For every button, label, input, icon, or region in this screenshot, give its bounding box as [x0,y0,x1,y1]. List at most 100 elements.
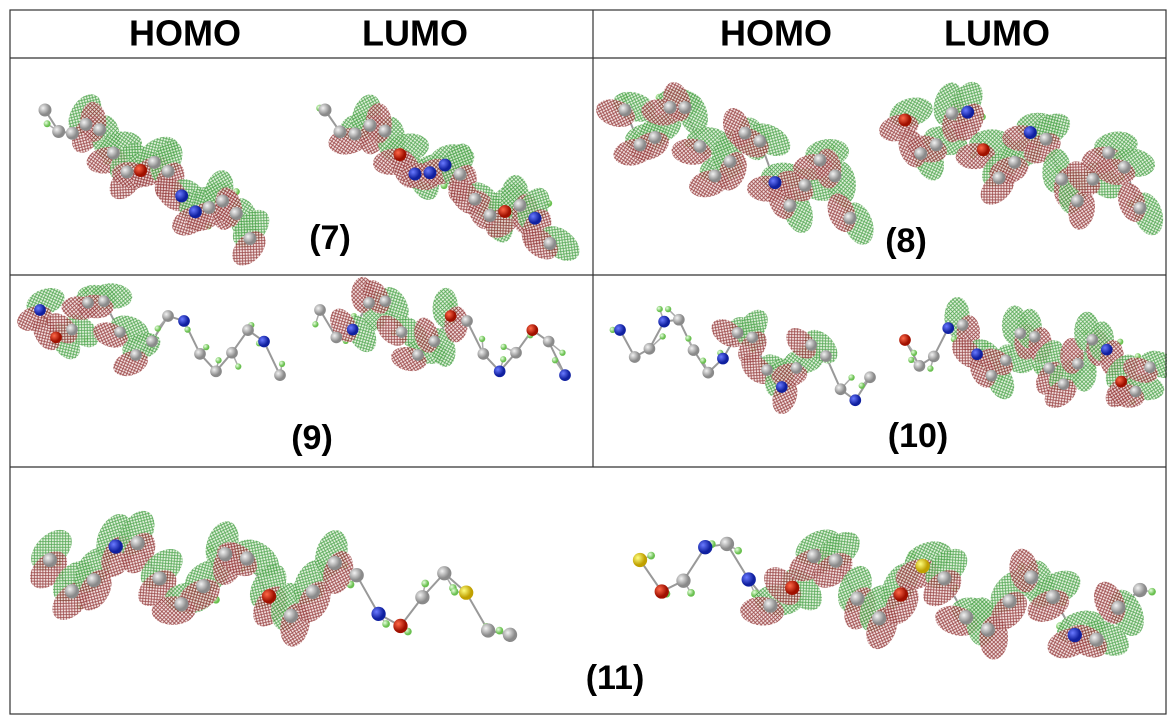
hydrogen [911,350,917,356]
atom [872,611,886,625]
hydrogen [700,358,706,364]
atom [80,118,93,131]
hydrogen [451,588,459,596]
atom [428,335,440,347]
atom [644,343,656,355]
atom [393,619,407,633]
hydrogen [155,325,161,331]
atom [664,101,677,114]
atom [1008,156,1021,169]
atom [1101,344,1113,356]
atom [284,609,298,623]
atom [937,571,951,585]
atom [529,212,542,225]
atom [130,349,142,361]
atom [484,209,497,222]
panel-label: (9) [291,419,333,457]
atom [174,597,188,611]
atom [959,610,973,624]
atom [328,556,342,570]
hydrogen [203,344,209,350]
atom [196,579,210,593]
atom [152,571,166,585]
atom [477,348,489,360]
atom [437,566,451,580]
atom [543,336,555,348]
atom [1024,570,1038,584]
atom [717,353,729,365]
atom [688,344,700,356]
atom [109,539,123,553]
atom [1040,133,1053,146]
hydrogen [479,336,485,342]
hydrogen [184,327,190,333]
atom [43,553,57,567]
atom [130,536,144,550]
atom [1144,361,1156,373]
atom [314,304,326,316]
atom [1072,358,1084,370]
atom [1000,354,1012,366]
atom [262,589,276,603]
atom [52,125,65,138]
atom [350,568,364,582]
atom [1089,632,1103,646]
atom [503,628,517,642]
atom [34,304,46,316]
hydrogen [421,580,429,588]
atom [349,127,362,140]
column-header: HOMO [720,13,832,54]
atom [785,581,799,595]
atom [849,394,861,406]
atom [1087,173,1100,186]
atom [459,586,473,600]
atom [1115,376,1127,388]
atom [162,165,175,178]
atom [226,347,238,359]
atom [634,138,647,151]
atom [961,106,974,119]
hydrogen [657,306,663,312]
atom [1046,590,1060,604]
atom [114,326,126,338]
atom [1087,334,1099,346]
atom [739,127,752,140]
atom [66,324,78,336]
atom [107,147,120,160]
atom [347,324,359,336]
atom [1133,583,1147,597]
panel-label: (8) [885,222,927,260]
atom [510,347,522,359]
atom [829,169,842,182]
atom [415,590,429,604]
atom [993,171,1006,184]
hydrogen [44,120,51,127]
atom [396,326,408,338]
atom [394,148,407,161]
atom [424,166,437,179]
atom [629,351,641,363]
atom [915,559,929,573]
atom [732,327,744,339]
atom [614,324,626,336]
atom [1002,594,1016,608]
atom [412,349,424,361]
atom [499,205,512,218]
atom [709,169,722,182]
atom [694,140,707,153]
atom [178,315,190,327]
hydrogen [734,547,742,555]
atom [364,119,377,132]
atom [844,212,857,225]
molecule-drawings [14,76,1167,664]
atom [240,551,254,565]
atom [676,574,690,588]
atom [379,295,391,307]
column-header: LUMO [362,13,468,54]
atom [481,623,495,637]
atom [805,339,817,351]
atom [319,104,332,117]
atom [702,367,714,379]
atom [850,592,864,606]
hydrogen [665,306,671,312]
